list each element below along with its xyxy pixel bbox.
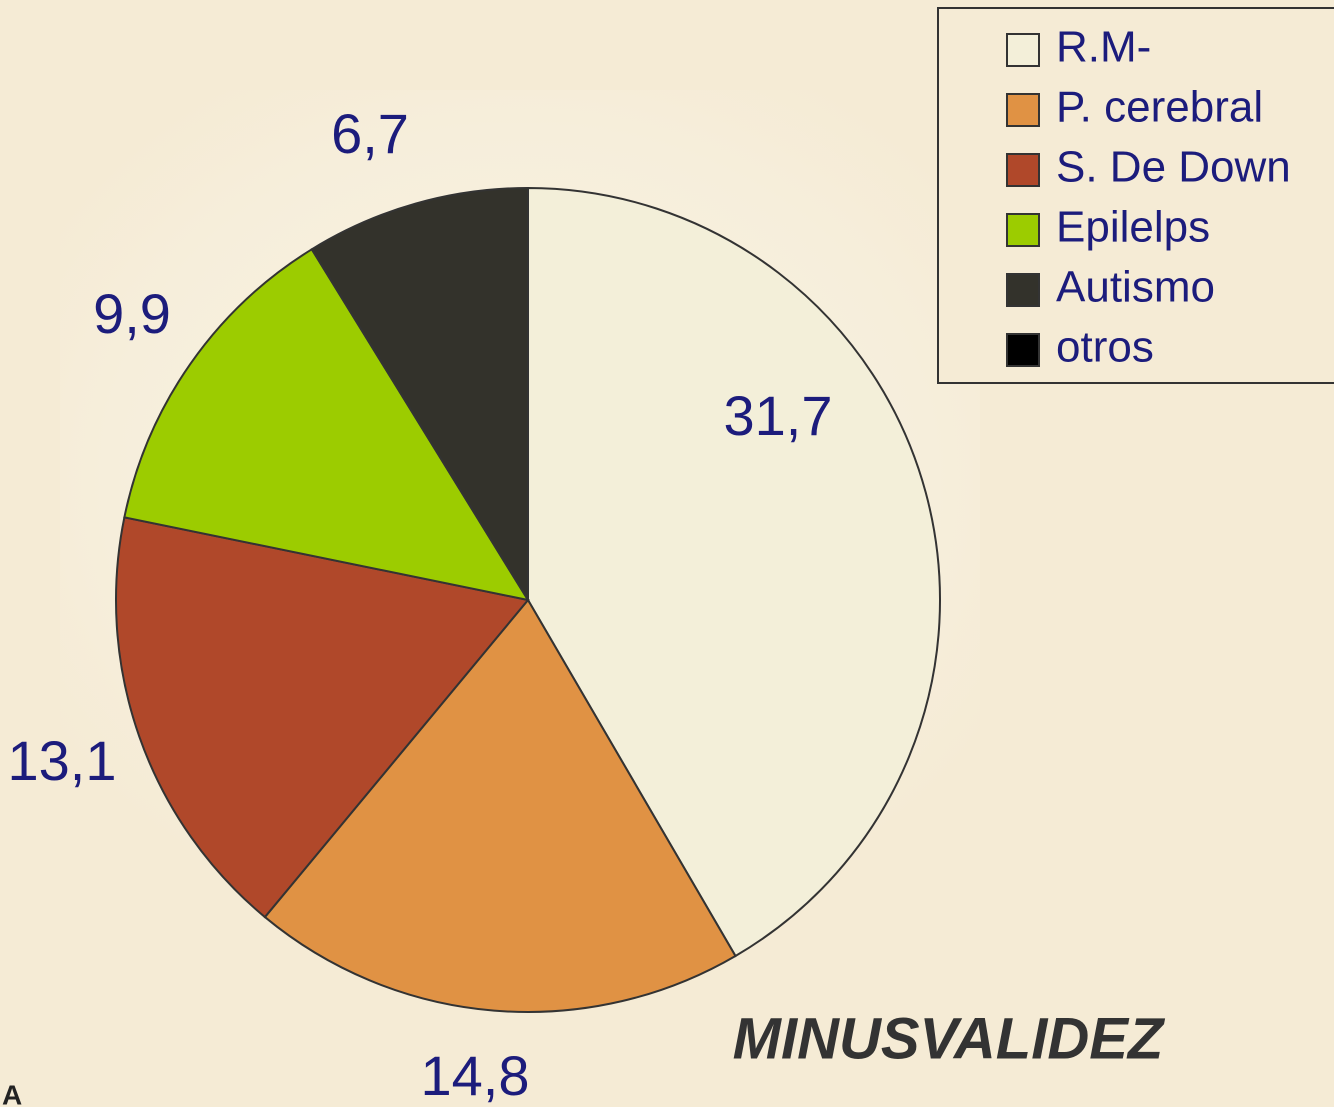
data-label: 9,9 xyxy=(93,282,171,345)
pie-slice xyxy=(263,598,737,1013)
legend-label: R.M- xyxy=(1056,23,1151,72)
legend-label: P. cerebral xyxy=(1056,83,1263,132)
legend-label: Epilelps xyxy=(1056,203,1210,252)
chart-title: MINUSVALIDEZ xyxy=(733,1006,1166,1071)
legend-label: otros xyxy=(1056,323,1154,372)
legend-swatch xyxy=(1006,213,1040,247)
data-label: 14,8 xyxy=(421,1044,530,1107)
legend-swatch xyxy=(1006,93,1040,127)
legend-swatch xyxy=(1006,153,1040,187)
legend-swatch xyxy=(1006,33,1040,67)
legend-swatch xyxy=(1006,333,1040,367)
pie-slice xyxy=(123,247,531,602)
legend-label: Autismo xyxy=(1056,263,1215,312)
data-label: 13,1 xyxy=(8,729,117,792)
pie-slice xyxy=(115,516,530,919)
pie-slice xyxy=(527,186,941,958)
data-label: 31,7 xyxy=(724,384,833,447)
footnote: A xyxy=(2,1079,22,1107)
data-label: 6,7 xyxy=(331,102,409,165)
pie-slice xyxy=(310,186,529,604)
legend-box xyxy=(937,7,1334,384)
legend-label: S. De Down xyxy=(1056,143,1291,192)
legend-swatch xyxy=(1006,273,1040,307)
